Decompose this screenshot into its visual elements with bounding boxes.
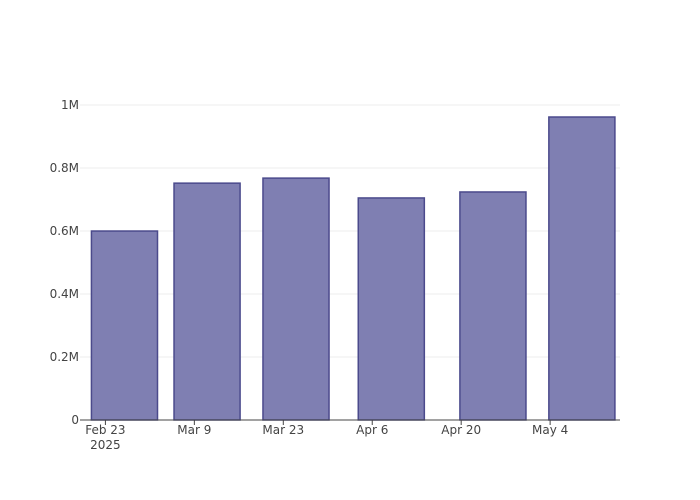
x-tick-label: Mar 23 [262, 423, 304, 437]
x-tick-label: Apr 6 [356, 423, 388, 437]
bar [173, 182, 241, 421]
bar [262, 177, 330, 421]
x-tick-label: Mar 9 [177, 423, 211, 437]
x-tick-label: Apr 20 [441, 423, 481, 437]
bar [548, 116, 616, 421]
bar [459, 191, 527, 421]
y-tick-label: 0.8M [50, 161, 79, 175]
y-tick-label: 0.6M [50, 224, 79, 238]
bar [90, 230, 159, 421]
y-tick-label: 0 [71, 413, 79, 427]
bar [357, 197, 426, 421]
y-tick-label: 0.2M [50, 350, 79, 364]
x-tick-label: Feb 23 2025 [85, 423, 125, 452]
y-tick-label: 0.4M [50, 287, 79, 301]
y-tick-label: 1M [61, 98, 79, 112]
x-tick-label: May 4 [532, 423, 568, 437]
